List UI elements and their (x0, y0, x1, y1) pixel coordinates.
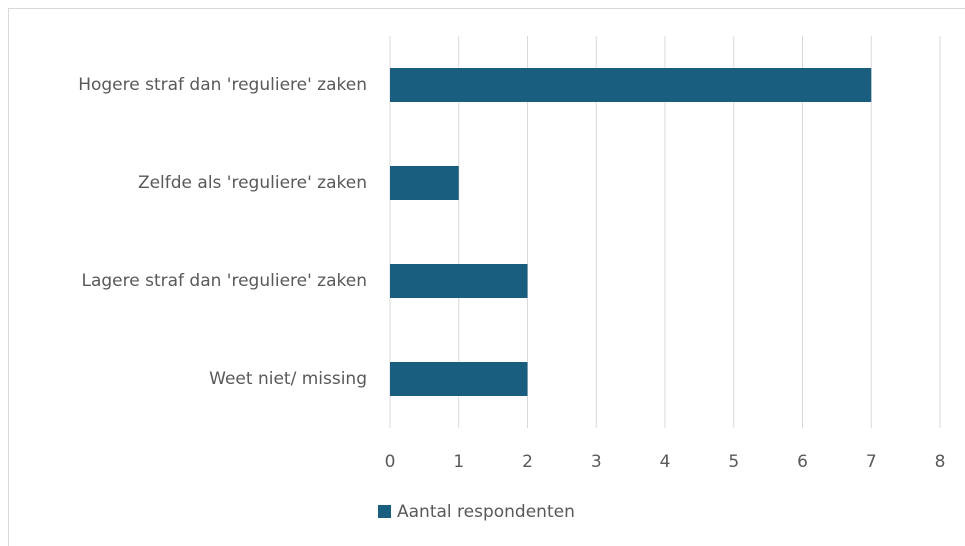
x-tick-label: 0 (385, 452, 396, 472)
x-tick-label: 8 (935, 452, 946, 472)
x-tick-label: 5 (728, 452, 739, 472)
bar (390, 68, 872, 102)
y-tick-label: Weet niet/ missing (209, 369, 367, 389)
y-tick-label: Lagere straf dan 'reguliere' zaken (81, 271, 367, 291)
legend-swatch (378, 505, 391, 518)
legend-label: Aantal respondenten (397, 502, 575, 522)
x-tick-label: 2 (522, 452, 533, 472)
x-tick-label: 1 (453, 452, 464, 472)
x-tick-label: 7 (866, 452, 877, 472)
x-tick-label: 4 (660, 452, 671, 472)
y-tick-label: Zelfde als 'reguliere' zaken (138, 173, 367, 193)
bar (390, 264, 528, 298)
x-tick-label: 3 (591, 452, 602, 472)
y-tick-label: Hogere straf dan 'reguliere' zaken (78, 75, 367, 95)
x-tick-label: 6 (797, 452, 808, 472)
bar (390, 362, 528, 396)
bar (390, 166, 459, 200)
